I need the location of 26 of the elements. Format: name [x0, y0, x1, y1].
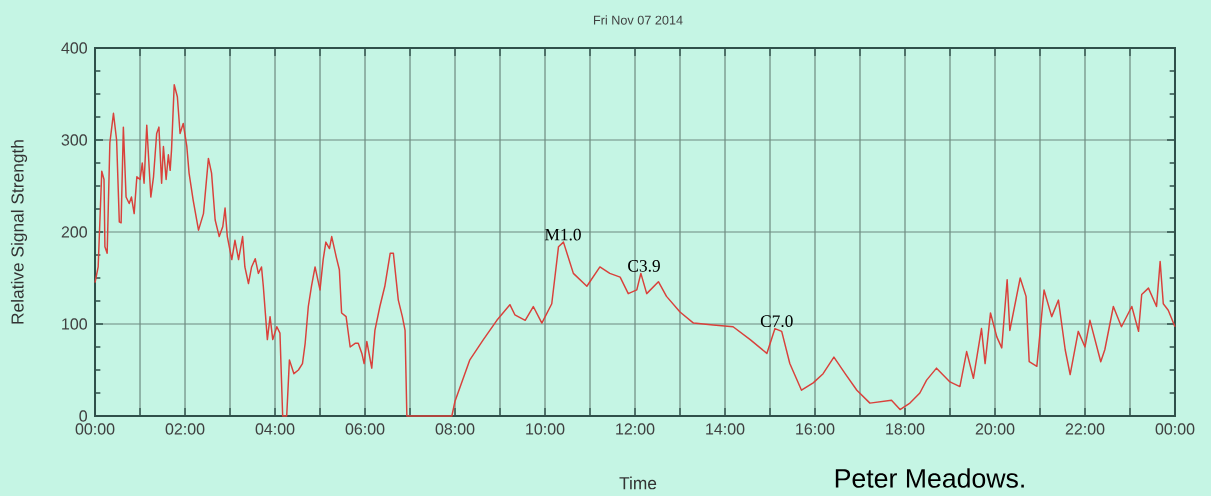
x-tick-label: 04:00: [255, 423, 295, 435]
x-tick-label: 14:00: [706, 423, 745, 435]
y-tick-label: 200: [61, 226, 88, 238]
y-tick-label: 400: [61, 42, 88, 54]
x-tick-label: 22:00: [1065, 423, 1105, 435]
x-tick-label: 00:00: [75, 423, 115, 435]
x-axis-title: Time: [619, 476, 657, 490]
y-tick-label: 300: [61, 134, 88, 146]
x-tick-label: 10:00: [526, 423, 565, 435]
y-axis-title: Relative Signal Strength: [10, 140, 28, 324]
annotation: C3.9: [628, 260, 660, 272]
x-tick-label: 06:00: [345, 423, 385, 435]
y-tick-label: 100: [62, 318, 88, 330]
y-tick-label: 0: [79, 410, 88, 422]
line-series: [94, 84, 1176, 417]
x-tick-label: 12:00: [616, 423, 655, 435]
x-tick-label: 18:00: [886, 423, 925, 435]
text: Peter Meadows.: [835, 468, 1024, 488]
annotation: C7.0: [760, 315, 793, 327]
chart-title: Fri Nov 07 2014: [593, 15, 683, 25]
annotation: M1.0: [544, 228, 581, 241]
x-tick-label: 02:00: [165, 423, 205, 435]
x-tick-label: 20:00: [975, 423, 1015, 435]
x-tick-label: 00:00: [1155, 423, 1195, 435]
x-tick-label: 16:00: [796, 423, 835, 435]
x-tick-label: 08:00: [435, 423, 475, 435]
